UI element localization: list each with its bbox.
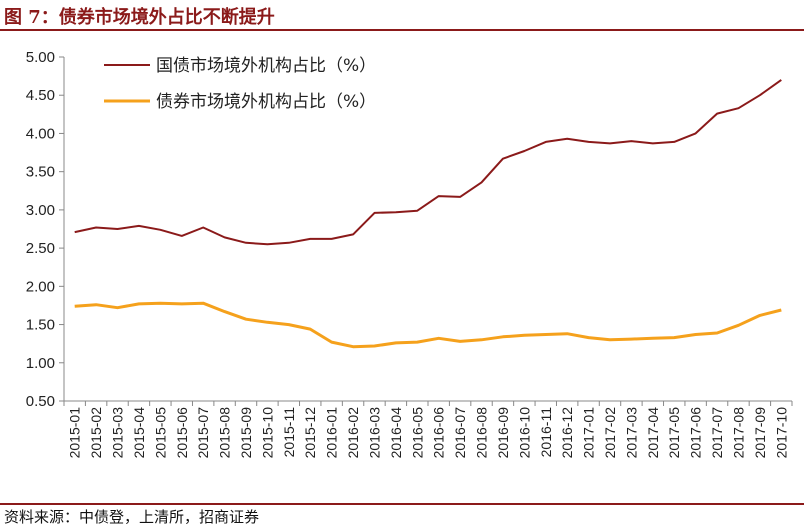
- figure-title: 图 7：债券市场境外占比不断提升: [4, 7, 275, 28]
- x-tick-label: 2017-04: [645, 407, 661, 459]
- x-tick-label: 2017-02: [602, 407, 618, 459]
- y-tick-label: 5.00: [26, 49, 55, 66]
- x-tick-label: 2015-02: [88, 407, 104, 459]
- series-line-1: [74, 79, 782, 246]
- x-tick-label: 2016-10: [516, 407, 532, 459]
- bottom-rule: [0, 503, 804, 505]
- source-note: 资料来源：中债登，上清所，招商证券: [4, 508, 260, 526]
- x-tick-label: 2016-01: [324, 407, 340, 459]
- x-tick-label: 2017-03: [623, 407, 639, 459]
- y-tick-label: 4.50: [26, 87, 55, 104]
- x-tick-label: 2016-12: [559, 407, 575, 459]
- chart-legend: 国债市场境外机构占比（%） 债券市场境外机构占比（%）: [104, 56, 376, 112]
- x-tick-label: 2017-07: [709, 407, 725, 459]
- x-tick-label: 2016-03: [366, 407, 382, 459]
- x-tick-label: 2017-06: [688, 407, 704, 459]
- x-tick-label: 2015-04: [131, 407, 147, 459]
- line-chart: 0.50 1.00 1.50 2.00 2.50 3.00 3.50 4.00 4.50 5.00…: [26, 49, 793, 459]
- y-tick-label: 1.50: [26, 317, 55, 334]
- legend-label-2: 债券市场境外机构占比（%）: [156, 92, 376, 112]
- x-tick-label: 2015-01: [67, 407, 83, 459]
- x-tick-label: 2016-09: [495, 407, 511, 459]
- top-rule: [0, 29, 804, 31]
- x-tick-label: 2016-05: [409, 407, 425, 459]
- x-tick-label: 2015-06: [174, 407, 190, 459]
- x-tick-label: 2017-05: [666, 407, 682, 459]
- x-tick-label: 2016-06: [431, 407, 447, 459]
- x-tick-label: 2015-05: [152, 407, 168, 459]
- x-tick-label: 2015-12: [302, 407, 318, 459]
- x-tick-label: 2017-08: [730, 407, 746, 459]
- x-tick-label: 2017-01: [581, 407, 597, 459]
- y-tick-label: 4.00: [26, 125, 55, 142]
- y-axis-ticks: 0.50 1.00 1.50 2.00 2.50 3.00 3.50 4.00 4.50 5.00: [26, 49, 64, 410]
- x-tick-label: 2015-10: [259, 407, 275, 459]
- x-tick-label: 2016-08: [474, 407, 490, 459]
- x-tick-label: 2015-11: [281, 407, 297, 458]
- x-tick-label: 2015-08: [217, 407, 233, 459]
- legend-label-1: 国债市场境外机构占比（%）: [156, 56, 376, 76]
- x-tick-label: 2017-09: [752, 407, 768, 459]
- x-tick-label: 2015-07: [195, 407, 211, 459]
- x-tick-label: 2016-02: [345, 407, 361, 459]
- x-tick-label: 2015-03: [110, 407, 126, 459]
- x-tick-label: 2015-09: [238, 407, 254, 459]
- y-tick-label: 3.50: [26, 164, 55, 181]
- x-tick-label: 2017-10: [773, 407, 789, 459]
- x-tick-label: 2016-04: [388, 407, 404, 459]
- y-tick-label: 2.00: [26, 278, 55, 295]
- y-tick-label: 3.00: [26, 202, 55, 219]
- x-tick-label: 2016-07: [452, 407, 468, 459]
- x-tick-label: 2016-11: [538, 407, 554, 458]
- x-axis-ticks: 2015-01 2015-02 2015-03 2015-04 2015-05 2015-…: [63, 401, 793, 459]
- series-line-2: [74, 301, 782, 349]
- y-tick-label: 0.50: [26, 393, 55, 410]
- y-tick-label: 1.00: [26, 355, 55, 372]
- series-lines: [74, 79, 782, 349]
- y-tick-label: 2.50: [26, 240, 55, 257]
